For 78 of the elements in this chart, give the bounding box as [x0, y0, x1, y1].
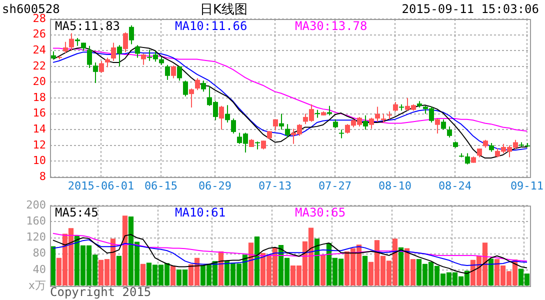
- series-label: MA10:11.66: [175, 19, 248, 34]
- candlestick: [105, 57, 110, 68]
- candlestick: [87, 45, 92, 68]
- bar: [362, 256, 368, 286]
- bar: [248, 242, 254, 286]
- candlestick: [465, 152, 470, 165]
- x-tick-label: 07-13: [258, 179, 292, 192]
- y-tick-label: 12: [32, 138, 46, 152]
- x-tick-label: 08-10: [378, 179, 412, 192]
- candlestick: [327, 105, 332, 116]
- y-tick-label: 20: [32, 75, 46, 88]
- y-tick-label: 200: [26, 198, 46, 212]
- bar: [314, 238, 320, 286]
- y-tick-label: 22: [32, 59, 46, 72]
- candlestick: [375, 106, 380, 122]
- candlestick: [441, 118, 446, 130]
- candlestick: [435, 118, 440, 134]
- x-tick-label: 06-29: [198, 179, 232, 192]
- candlestick: [393, 101, 398, 112]
- y-tick-label: 120: [26, 230, 46, 244]
- x-tick-label: 09-11: [510, 179, 544, 192]
- text: MA10:61: [175, 206, 226, 220]
- bar: [122, 216, 128, 286]
- bar: [140, 264, 146, 286]
- series-label: MA5:45: [55, 206, 98, 220]
- candlestick: [447, 126, 452, 138]
- bar: [116, 256, 122, 286]
- text: MA30:65: [295, 206, 346, 220]
- y-tick-label: 26: [32, 28, 46, 41]
- y-tick-label: 24: [32, 43, 46, 56]
- x-tick-label: 06-15: [144, 179, 178, 192]
- candlestick: [369, 117, 374, 130]
- candlestick: [123, 32, 128, 53]
- candlestick: [63, 41, 68, 54]
- x-tick-label: 2015-06-01: [68, 179, 134, 192]
- candlestick: [177, 66, 182, 82]
- candlestick: [129, 24, 134, 45]
- y-tick-label: 8: [39, 170, 46, 183]
- candlestick: [171, 65, 176, 79]
- bar: [170, 266, 176, 286]
- x-tick-label: 07-27: [318, 179, 352, 192]
- candlestick: [201, 80, 206, 92]
- bar: [488, 258, 494, 286]
- candlestick: [195, 78, 200, 91]
- candlestick: [339, 129, 344, 139]
- candlestick: [69, 32, 74, 52]
- text: MA30:13.78: [295, 19, 368, 34]
- text: 2015-09-11 15:03:06: [402, 2, 539, 16]
- candlestick: [135, 44, 140, 58]
- y-tick-label: 160: [26, 214, 46, 228]
- x-tick-label: 08-24: [438, 179, 472, 192]
- y-tick-label: 16: [32, 106, 46, 120]
- candlestick: [279, 113, 284, 130]
- candlestick: [111, 42, 116, 62]
- series-label: MA5:11.83: [55, 19, 120, 34]
- candlestick: [219, 105, 224, 130]
- candlestick: [93, 62, 98, 84]
- y-tick-label: 18: [32, 90, 46, 104]
- y-tick-label: 40: [32, 262, 46, 276]
- bar: [254, 236, 260, 286]
- candlestick: [165, 64, 170, 80]
- candlestick: [363, 114, 368, 130]
- annotation: Copyright 2015: [50, 285, 152, 300]
- y-tick-label: 14: [32, 122, 46, 136]
- candlestick: [141, 53, 146, 66]
- y-tick-label: x万: [28, 278, 46, 292]
- candlestick: [117, 44, 122, 67]
- y-tick-label: 80: [32, 246, 46, 260]
- candlestick: [183, 80, 188, 97]
- bar: [320, 254, 326, 286]
- candlestick: [225, 104, 230, 123]
- bar: [398, 247, 404, 286]
- y-tick-label: 10: [32, 154, 46, 168]
- candlestick: [189, 88, 194, 108]
- candlestick: [285, 124, 290, 138]
- candlestick: [99, 60, 104, 74]
- chart-title: 日K线图: [200, 2, 248, 18]
- candlestick: [231, 118, 236, 134]
